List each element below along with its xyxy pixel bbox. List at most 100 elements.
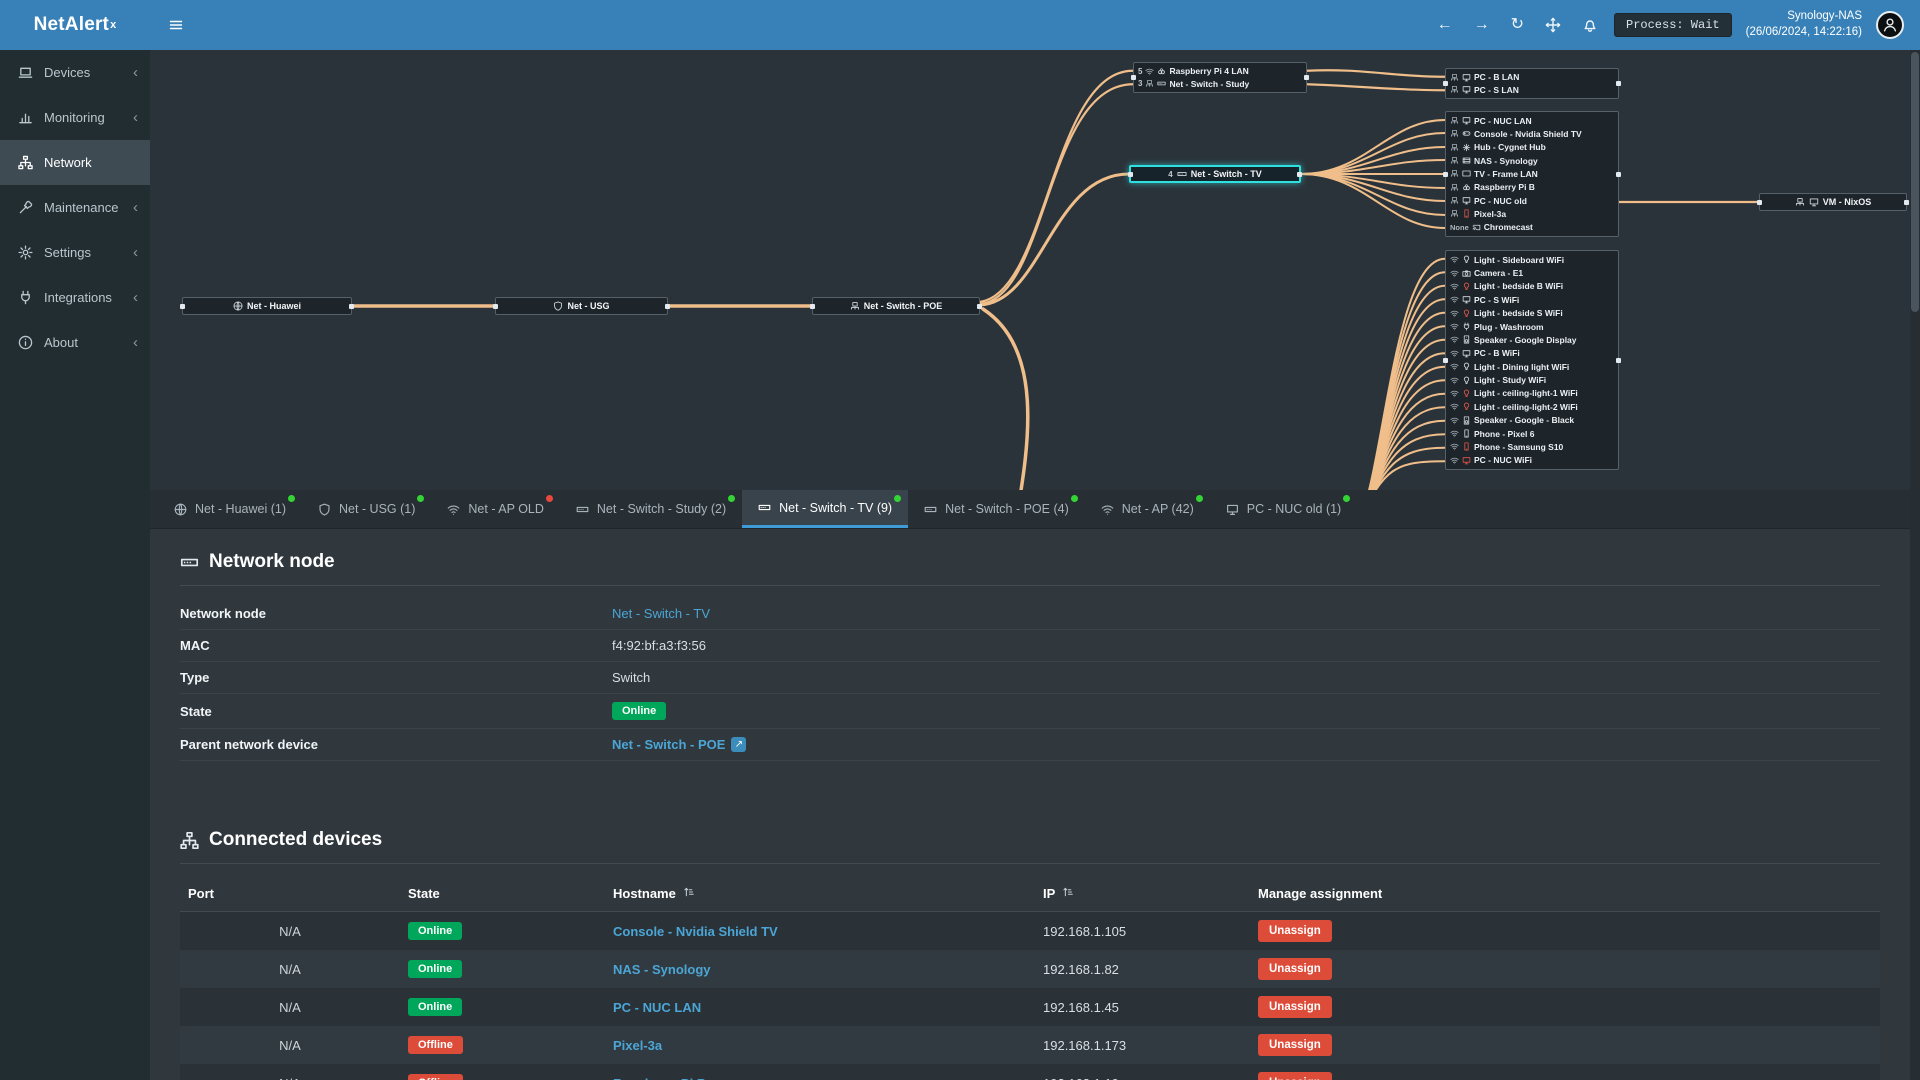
node-tab[interactable]: Net - Switch - POE (4) bbox=[908, 490, 1085, 528]
node-tab[interactable]: PC - NUC old (1) bbox=[1210, 490, 1357, 528]
process-status-badge[interactable]: Process: Wait bbox=[1614, 13, 1732, 37]
device-link[interactable]: Pixel-3a bbox=[613, 1037, 663, 1053]
topology-device[interactable]: Light - ceiling-light-2 WiFi bbox=[1450, 400, 1614, 413]
topbar-nav-icon[interactable]: → bbox=[1473, 16, 1490, 33]
connection-icon bbox=[1450, 129, 1459, 138]
node-details-panel: Network node Network node Net - Switch -… bbox=[150, 529, 1910, 1080]
parent-node-link[interactable]: Net - Switch - POE bbox=[612, 737, 726, 752]
sidebar-item[interactable]: Devices ‹ bbox=[0, 50, 150, 95]
sidebar-toggle-button[interactable] bbox=[150, 0, 202, 50]
sidebar-item-label: Settings bbox=[44, 245, 91, 260]
device-ip: 192.168.1.82 bbox=[1043, 961, 1119, 977]
topology-device[interactable]: Light - bedside S WiFi bbox=[1450, 307, 1614, 320]
sidebar-item[interactable]: Maintenance ‹ bbox=[0, 185, 150, 230]
connection-icon bbox=[1450, 255, 1459, 264]
tab-label: Net - AP (42) bbox=[1121, 502, 1194, 516]
topbar-nav-icon[interactable]: ↻ bbox=[1510, 16, 1524, 33]
topology-device[interactable]: Speaker - Google Display bbox=[1450, 333, 1614, 346]
device-hostname: PC - NUC LAN bbox=[605, 988, 1035, 1026]
topology-device[interactable]: NAS - Synology bbox=[1450, 154, 1614, 167]
topology-device[interactable]: Light - ceiling-light-1 WiFi bbox=[1450, 387, 1614, 400]
mac-value: f4:92:bf:a3:f3:56 bbox=[612, 638, 706, 653]
topology-device[interactable]: PC - NUC LAN bbox=[1450, 114, 1614, 127]
topology-device[interactable]: Phone - Pixel 6 bbox=[1450, 427, 1614, 440]
topology-device[interactable]: 5 Raspberry Pi 4 LAN bbox=[1138, 65, 1302, 78]
sidebar-item-label: About bbox=[44, 335, 78, 350]
topology-device[interactable]: Console - Nvidia Shield TV bbox=[1450, 127, 1614, 140]
sidebar-item[interactable]: Integrations ‹ bbox=[0, 275, 150, 320]
device-link[interactable]: Console - Nvidia Shield TV bbox=[613, 923, 778, 939]
topology-node[interactable]: Net - Switch - POE bbox=[810, 297, 982, 315]
topbar-nav-icon[interactable] bbox=[1545, 17, 1561, 33]
app-logo[interactable]: NetAlert x bbox=[0, 0, 150, 50]
connection-icon bbox=[1450, 389, 1459, 398]
topology-device[interactable]: PC - S LAN bbox=[1450, 84, 1614, 97]
connection-icon bbox=[1450, 429, 1459, 438]
device-label: Light - Sideboard WiFi bbox=[1474, 254, 1565, 265]
unassign-button[interactable]: Unassign bbox=[1258, 996, 1332, 1018]
sort-icon[interactable] bbox=[683, 886, 695, 898]
chevron-left-icon: ‹ bbox=[133, 64, 138, 81]
device-link[interactable]: Raspberry Pi B bbox=[613, 1076, 706, 1080]
network-node-link[interactable]: Net - Switch - TV bbox=[612, 606, 711, 621]
topology-node-selected[interactable]: 4 Net - Switch - TV bbox=[1128, 165, 1302, 183]
topology-device[interactable]: Light - Dining light WiFi bbox=[1450, 360, 1614, 373]
node-tab[interactable]: Net - Switch - Study (2) bbox=[560, 490, 742, 528]
topology-device[interactable]: None Chromecast bbox=[1450, 221, 1614, 234]
topology-device[interactable]: PC - NUC old bbox=[1450, 194, 1614, 207]
unassign-button[interactable]: Unassign bbox=[1258, 958, 1332, 980]
tab-label: Net - AP OLD bbox=[468, 502, 544, 516]
scrollbar-track[interactable] bbox=[1910, 50, 1920, 1080]
topology-device[interactable]: Camera - E1 bbox=[1450, 266, 1614, 279]
topology-links bbox=[350, 69, 1761, 490]
col-ip[interactable]: IP bbox=[1035, 876, 1250, 912]
port-number: 5 bbox=[1138, 66, 1143, 76]
topology-device[interactable]: TV - Frame LAN bbox=[1450, 167, 1614, 180]
topology-node[interactable]: Net - Huawei bbox=[180, 297, 354, 315]
tab-label: Net - Switch - Study (2) bbox=[596, 502, 727, 516]
topology-device[interactable]: Light - Study WiFi bbox=[1450, 373, 1614, 386]
node-tab[interactable]: Net - AP OLD bbox=[431, 490, 560, 528]
connection-icon bbox=[1450, 376, 1459, 385]
topbar-nav-icon[interactable]: ← bbox=[1436, 16, 1453, 33]
device-link[interactable]: PC - NUC LAN bbox=[613, 999, 702, 1015]
user-avatar[interactable] bbox=[1876, 11, 1904, 39]
topology-device[interactable]: Light - Sideboard WiFi bbox=[1450, 253, 1614, 266]
unassign-button[interactable]: Unassign bbox=[1258, 1034, 1332, 1056]
unassign-button[interactable]: Unassign bbox=[1258, 920, 1332, 942]
node-tab[interactable]: Net - AP (42) bbox=[1085, 490, 1210, 528]
node-tab[interactable]: Net - USG (1) bbox=[302, 490, 431, 528]
sidebar-item[interactable]: Monitoring ‹ bbox=[0, 95, 150, 140]
col-hostname[interactable]: Hostname bbox=[605, 876, 1035, 912]
topology-device[interactable]: Plug - Washroom bbox=[1450, 320, 1614, 333]
topology-device[interactable]: PC - NUC WiFi bbox=[1450, 454, 1614, 467]
node-icon bbox=[553, 301, 563, 311]
unassign-button[interactable]: Unassign bbox=[1258, 1072, 1332, 1080]
topology-device[interactable]: PC - B WiFi bbox=[1450, 347, 1614, 360]
state-badge: Online bbox=[612, 702, 667, 720]
topology-device[interactable]: Hub - Cygnet Hub bbox=[1450, 141, 1614, 154]
topology-node[interactable]: Net - USG bbox=[493, 297, 670, 315]
topology-device[interactable]: Raspberry Pi B bbox=[1450, 181, 1614, 194]
device-link[interactable]: NAS - Synology bbox=[613, 961, 711, 977]
sidebar: Devices ‹ Monitoring ‹ Network Maintenan… bbox=[0, 50, 150, 1080]
topology-device[interactable]: Light - bedside B WiFi bbox=[1450, 280, 1614, 293]
topbar-nav-icon[interactable] bbox=[1582, 17, 1598, 33]
sidebar-item[interactable]: Network bbox=[0, 140, 150, 185]
topology-device[interactable]: PC - B LAN bbox=[1450, 71, 1614, 84]
scrollbar-thumb[interactable] bbox=[1911, 52, 1919, 312]
topology-device[interactable]: Phone - Samsung S10 bbox=[1450, 440, 1614, 453]
device-port: N/A bbox=[279, 961, 301, 977]
sidebar-item[interactable]: About ‹ bbox=[0, 320, 150, 365]
topology-node-vm[interactable]: VM - NixOS bbox=[1757, 193, 1909, 211]
sort-icon[interactable] bbox=[1062, 886, 1074, 898]
topology-device[interactable]: Speaker - Google - Black bbox=[1450, 414, 1614, 427]
topology-device[interactable]: 3 Net - Switch - Study bbox=[1138, 78, 1302, 91]
topology-device[interactable]: Pixel-3a bbox=[1450, 207, 1614, 220]
external-link-icon[interactable]: ↗ bbox=[731, 737, 747, 752]
node-tab[interactable]: Net - Huawei (1) bbox=[158, 490, 302, 528]
device-state: Online bbox=[400, 950, 605, 988]
sidebar-item[interactable]: Settings ‹ bbox=[0, 230, 150, 275]
topology-device[interactable]: PC - S WiFi bbox=[1450, 293, 1614, 306]
node-tab[interactable]: Net - Switch - TV (9) bbox=[742, 490, 909, 528]
